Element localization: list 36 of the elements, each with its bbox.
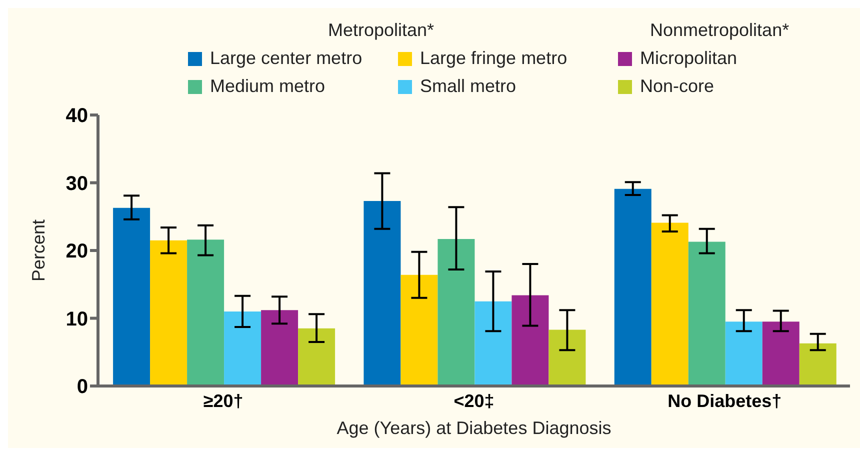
text: Nonmetropolitan* (650, 20, 790, 41)
x-tick-label: <20‡ (454, 390, 494, 411)
bar (224, 311, 262, 386)
bar (364, 201, 401, 386)
bar (113, 208, 150, 386)
bar (799, 343, 836, 386)
y-axis-title: Percent (28, 219, 48, 282)
bar (614, 188, 652, 386)
bar (150, 240, 188, 386)
legend-label: Large fringe metro (420, 48, 568, 69)
bar (187, 240, 224, 386)
bar (548, 330, 586, 386)
bar (261, 310, 298, 386)
text: Metropolitan* (328, 20, 434, 41)
bar (512, 295, 549, 386)
bar (651, 222, 688, 386)
x-tick-label: ≥20† (203, 390, 244, 411)
legend-label: Small metro (420, 76, 516, 97)
legend-label: Medium metro (210, 76, 326, 97)
bar (474, 301, 512, 386)
bar (762, 322, 800, 386)
x-axis-title: Age (Years) at Diabetes Diagnosis (336, 418, 612, 438)
bar (400, 274, 438, 386)
legend-label: Non-core (640, 76, 714, 97)
bar (688, 242, 726, 386)
y-tick-label: 10 (66, 308, 88, 330)
bar (298, 328, 336, 386)
y-tick-label: 30 (66, 172, 88, 195)
y-tick-label: 20 (66, 240, 88, 263)
bar (725, 322, 762, 386)
y-tick-label: 40 (66, 105, 88, 128)
y-tick-label: 0 (76, 376, 88, 398)
legend-label: Micropolitan (640, 48, 738, 69)
legend-label: Large center metro (210, 48, 362, 69)
bar (438, 238, 475, 386)
x-tick-label: No Diabetes† (668, 390, 782, 411)
